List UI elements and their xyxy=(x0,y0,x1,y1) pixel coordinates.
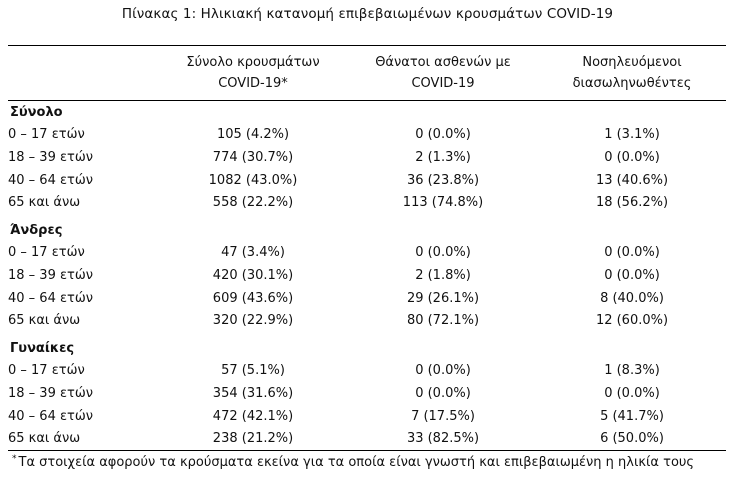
group-name: Σύνολο xyxy=(10,104,63,120)
total-cases-cell: 774 (30.7%) xyxy=(212,149,294,165)
table-title: Πίνακας 1: Ηλικιακή κατανομή επιβεβαιωμέ… xyxy=(121,6,614,22)
intubated-cell: 0 (0.0%) xyxy=(604,245,660,261)
deaths-cell: 36 (23.8%) xyxy=(406,172,480,188)
intubated-cell: 0 (0.0%) xyxy=(604,267,660,283)
intubated-cell: 12 (60.0%) xyxy=(595,313,669,329)
age-group-cell: 40 – 64 ετών xyxy=(8,290,93,306)
intubated-cell: 6 (50.0%) xyxy=(600,431,664,447)
table-body: Σύνολο 0 – 17 ετών 105 (4.2%) 0 (0.0%) 1 (3.… xyxy=(8,98,726,450)
age-group-cell: 18 – 39 ετών xyxy=(8,385,93,401)
intubated-cell: 0 (0.0%) xyxy=(604,149,660,165)
footnote-text: Τα στοιχεία αφορούν τα κρούσματα εκείνα … xyxy=(18,455,695,470)
table-row: 0 – 17 ετών 105 (4.2%) 0 (0.0%) 1 (3.1%) xyxy=(8,124,726,147)
total-cases-cell: 238 (21.2%) xyxy=(212,431,294,447)
intubated-cell: 8 (40.0%) xyxy=(600,290,664,306)
table-row: 40 – 64 ετών 1082 (43.0%) 36 (23.8%) 13 (40… xyxy=(8,169,726,192)
table-row: 0 – 17 ετών 47 (3.4%) 0 (0.0%) 0 (0.0%) xyxy=(8,242,726,265)
deaths-cell: 2 (1.8%) xyxy=(415,267,471,283)
deaths-cell: 7 (17.5%) xyxy=(411,408,475,424)
age-distribution-table: Σύνολο κρουσμάτων COVID-19* Θάνατοι ασθεν… xyxy=(8,52,726,450)
header-total-cases: Σύνολο κρουσμάτων COVID-19* xyxy=(186,55,320,91)
table-row: 40 – 64 ετών 472 (42.1%) 7 (17.5%) 5 (41.7%… xyxy=(8,405,726,428)
deaths-cell: 0 (0.0%) xyxy=(415,245,471,261)
intubated-cell: 5 (41.7%) xyxy=(600,408,664,424)
total-cases-cell: 1082 (43.0%) xyxy=(208,172,298,188)
age-group-cell: 40 – 64 ετών xyxy=(8,172,93,188)
total-cases-cell: 420 (30.1%) xyxy=(212,267,294,283)
total-cases-cell: 609 (43.6%) xyxy=(212,290,294,306)
age-group-cell: 18 – 39 ετών xyxy=(8,149,93,165)
header-intubated: Νοσηλευόμενοι διασωληνωθέντες xyxy=(572,55,692,91)
group-header-row: Γυναίκες xyxy=(8,334,726,360)
header-deaths: Θάνατοι ασθενών με COVID-19 xyxy=(375,55,511,91)
table-row: 0 – 17 ετών 57 (5.1%) 0 (0.0%) 1 (8.3%) xyxy=(8,360,726,383)
table-row: 18 – 39 ετών 420 (30.1%) 2 (1.8%) 0 (0.0%) xyxy=(8,264,726,287)
deaths-cell: 29 (26.1%) xyxy=(406,290,480,306)
footnote: * Τα στοιχεία αφορούν τα κρούσματα εκείνα… xyxy=(12,454,694,470)
age-group-cell: 65 και άνω xyxy=(8,313,81,329)
table-row: 65 και άνω 238 (21.2%) 33 (82.5%) 6 (50.0%) xyxy=(8,427,726,450)
table-row: 65 και άνω 558 (22.2%) 113 (74.8%) 18 (56.2… xyxy=(8,191,726,214)
total-cases-cell: 47 (3.4%) xyxy=(221,245,285,261)
deaths-cell: 113 (74.8%) xyxy=(402,195,484,211)
top-rule xyxy=(8,45,726,46)
age-group-cell: 18 – 39 ετών xyxy=(8,267,93,283)
footnote-marker: * xyxy=(12,454,17,464)
age-group-cell: 0 – 17 ετών xyxy=(8,245,85,261)
age-group-cell: 40 – 64 ετών xyxy=(8,408,93,424)
table-row: 18 – 39 ετών 774 (30.7%) 2 (1.3%) 0 (0.0%) xyxy=(8,146,726,169)
header-row: Σύνολο κρουσμάτων COVID-19* Θάνατοι ασθεν… xyxy=(8,52,726,98)
total-cases-cell: 57 (5.1%) xyxy=(221,363,285,379)
total-cases-cell: 320 (22.9%) xyxy=(212,313,294,329)
age-group-cell: 0 – 17 ετών xyxy=(8,363,85,379)
table-row: 65 και άνω 320 (22.9%) 80 (72.1%) 12 (60.0%… xyxy=(8,309,726,332)
group-header-row: Σύνολο xyxy=(8,98,726,124)
group-name: Γυναίκες xyxy=(10,340,75,356)
total-cases-cell: 105 (4.2%) xyxy=(216,127,290,143)
deaths-cell: 33 (82.5%) xyxy=(406,431,480,447)
age-group-cell: 65 και άνω xyxy=(8,195,81,211)
header-empty-cell xyxy=(8,52,158,98)
intubated-cell: 1 (3.1%) xyxy=(604,127,660,143)
deaths-cell: 80 (72.1%) xyxy=(406,313,480,329)
age-group-cell: 65 και άνω xyxy=(8,431,81,447)
age-group-cell: 0 – 17 ετών xyxy=(8,127,85,143)
table-row: 40 – 64 ετών 609 (43.6%) 29 (26.1%) 8 (40.0… xyxy=(8,287,726,310)
total-cases-cell: 472 (42.1%) xyxy=(212,408,294,424)
deaths-cell: 2 (1.3%) xyxy=(415,149,471,165)
intubated-cell: 18 (56.2%) xyxy=(595,195,669,211)
intubated-cell: 13 (40.6%) xyxy=(595,172,669,188)
deaths-cell: 0 (0.0%) xyxy=(415,385,471,401)
group-header-row: Άνδρες xyxy=(8,216,726,242)
header-rule xyxy=(8,100,726,101)
bottom-rule xyxy=(8,450,726,451)
group-name: Άνδρες xyxy=(10,222,63,238)
deaths-cell: 0 (0.0%) xyxy=(415,363,471,379)
intubated-cell: 0 (0.0%) xyxy=(604,385,660,401)
intubated-cell: 1 (8.3%) xyxy=(604,363,660,379)
total-cases-cell: 354 (31.6%) xyxy=(212,385,294,401)
table-row: 18 – 39 ετών 354 (31.6%) 0 (0.0%) 0 (0.0%) xyxy=(8,382,726,405)
deaths-cell: 0 (0.0%) xyxy=(415,127,471,143)
total-cases-cell: 558 (22.2%) xyxy=(212,195,294,211)
